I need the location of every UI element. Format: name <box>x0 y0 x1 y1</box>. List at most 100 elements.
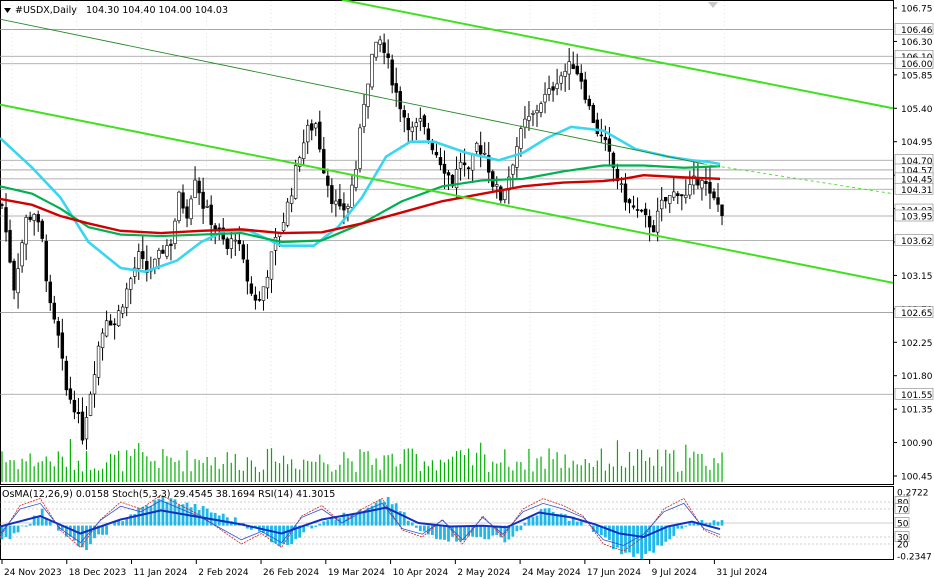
osma-bar <box>306 525 310 527</box>
candle-body <box>342 203 346 211</box>
candle-body <box>293 165 298 199</box>
scroll-marker-icon[interactable] <box>708 2 718 8</box>
osma-bar <box>431 525 434 536</box>
candle-body <box>523 118 527 128</box>
osma-bar <box>668 525 672 540</box>
osma-bar <box>535 515 539 526</box>
time-tick-label: 31 Jul 2024 <box>716 568 767 578</box>
osc-tick-label: 50 <box>897 520 909 530</box>
osma-bar <box>632 525 635 557</box>
candle-body <box>483 152 487 155</box>
osma-bar <box>656 525 660 546</box>
candle-body <box>306 125 310 143</box>
osma-bar <box>672 525 676 536</box>
osma-bar <box>314 525 318 527</box>
osma-bar <box>636 525 639 554</box>
candle-body <box>301 142 306 159</box>
osma-bar <box>567 520 571 526</box>
candle-body <box>571 64 575 70</box>
candle-body <box>511 164 515 175</box>
candle-body <box>310 123 314 131</box>
osma-bar <box>245 525 249 529</box>
candle-body <box>587 98 591 107</box>
candle-body <box>338 198 342 207</box>
price-tick-label: 102.25 <box>901 339 933 349</box>
ma-red-line <box>0 173 721 235</box>
osma-bar <box>599 525 603 535</box>
osma-bar <box>73 525 76 541</box>
candle-body <box>104 320 109 337</box>
osma-bar <box>559 513 563 526</box>
candle-body <box>257 299 262 301</box>
candle-body <box>213 225 217 230</box>
candle-body <box>253 294 258 301</box>
osc-tick-box <box>894 517 910 528</box>
candle-body <box>603 136 608 141</box>
osma-bar <box>278 525 281 547</box>
candle-body <box>487 155 491 173</box>
candle-body <box>414 122 419 128</box>
osma-bar <box>129 514 133 526</box>
volume-bars <box>1 439 723 482</box>
candle-body <box>716 197 720 205</box>
candle-body <box>318 121 322 150</box>
osma-bar <box>620 525 623 555</box>
osma-bar <box>451 525 454 537</box>
osma-bar <box>648 525 652 552</box>
candle-body <box>680 194 684 197</box>
dropdown-triangle-icon[interactable] <box>4 8 11 13</box>
candle-body <box>519 128 523 149</box>
candle-body <box>655 210 660 233</box>
candle-body <box>36 214 40 223</box>
osma-bar <box>36 516 40 526</box>
osma-bar <box>117 520 121 526</box>
candle-body <box>410 126 414 132</box>
candlesticks <box>0 33 724 450</box>
candle-body <box>712 191 716 199</box>
candle-body <box>124 288 129 308</box>
candle-body <box>233 239 238 242</box>
time-tick-label: 19 Mar 2024 <box>328 568 385 578</box>
osma-bar <box>24 525 28 527</box>
level-label-box <box>894 306 934 318</box>
level-label-text: 104.70 <box>901 157 933 167</box>
candle-body <box>12 260 16 291</box>
osma-bar <box>652 525 656 553</box>
candle-body <box>611 152 616 168</box>
level-label-text: 104.45 <box>901 175 933 185</box>
candle-body <box>108 320 113 326</box>
osma-bar <box>459 525 462 542</box>
osma-bar <box>153 500 157 526</box>
osma-bar <box>467 525 471 537</box>
osma-bar <box>165 501 169 526</box>
candle-body <box>450 174 455 187</box>
candle-body <box>720 204 724 216</box>
price-tick-label: 101.35 <box>901 406 933 416</box>
channel-line <box>341 0 894 110</box>
price-tick-label: 104.95 <box>901 138 933 148</box>
candle-body <box>458 161 463 169</box>
candle-body <box>462 162 467 166</box>
osma-bar <box>89 525 92 545</box>
candle-body <box>64 360 69 391</box>
osma-bar <box>44 518 48 526</box>
oscillator-series <box>0 494 893 559</box>
stoch-line <box>0 494 721 552</box>
candle-body <box>398 90 402 110</box>
candle-body <box>563 70 567 77</box>
candle-body <box>378 39 382 45</box>
candle-body <box>205 206 209 208</box>
osma-bar <box>563 514 567 526</box>
candle-body <box>422 115 427 128</box>
time-axis: 24 Nov 2023 18 Dec 2023 11 Jan 2024 2 Feb 2… <box>1 560 768 578</box>
osma-bar <box>93 525 96 539</box>
osma-bar <box>318 523 322 526</box>
candle-body <box>535 110 539 114</box>
channel-line-dotted <box>703 163 894 195</box>
osma-bar <box>692 521 696 526</box>
osma-bar <box>640 525 643 559</box>
osma-bar <box>233 517 237 526</box>
time-tick-label: 2 Feb 2024 <box>198 568 249 578</box>
osma-bar <box>575 521 579 526</box>
